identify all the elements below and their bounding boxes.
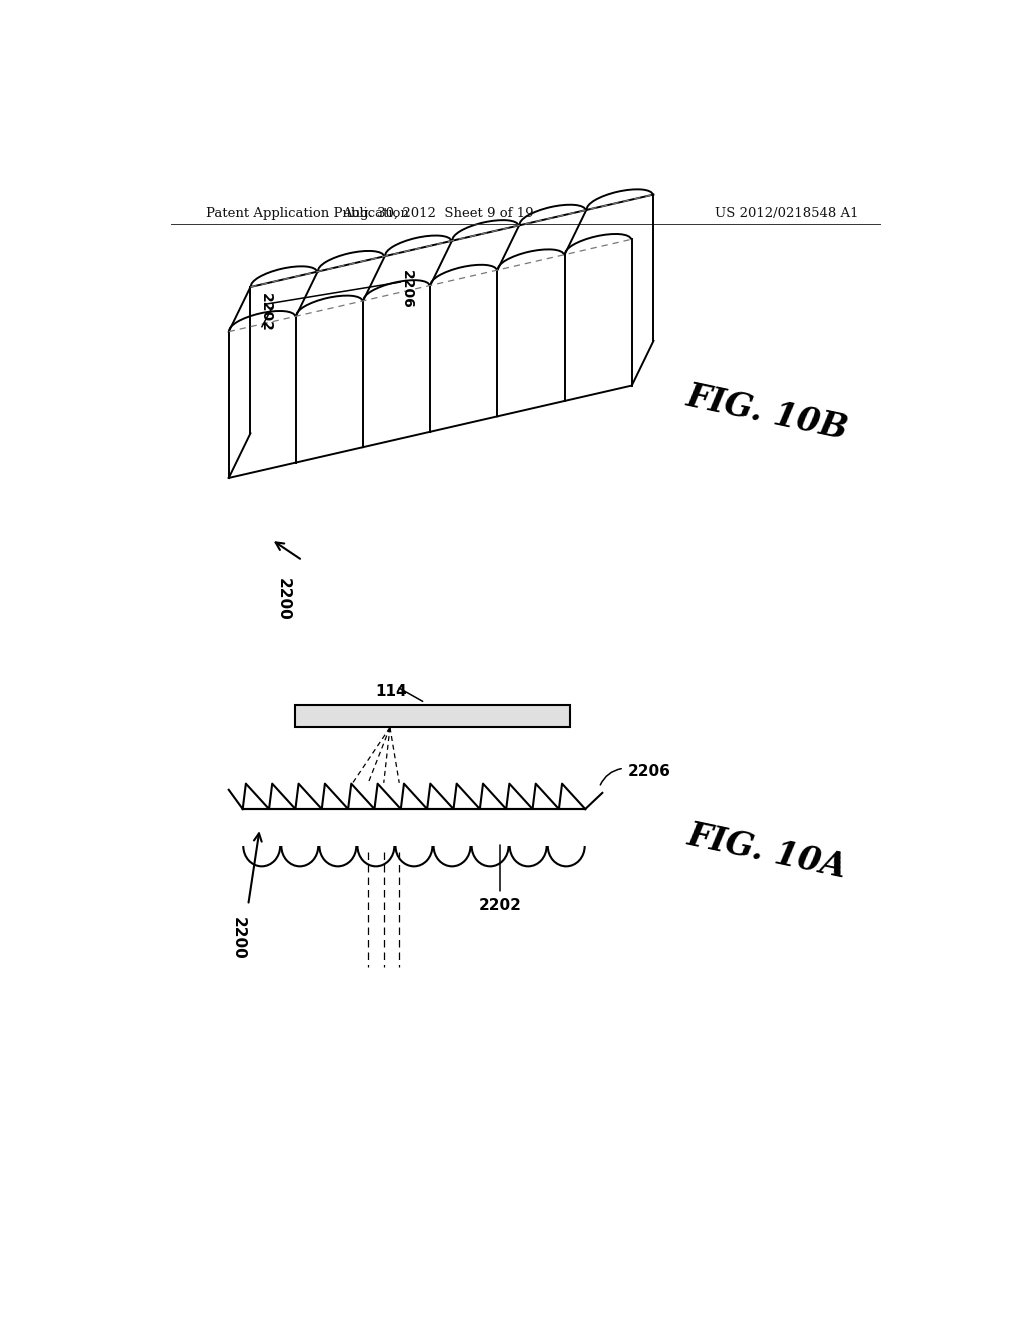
Text: Patent Application Publication: Patent Application Publication: [206, 207, 409, 220]
Text: 2206: 2206: [628, 764, 671, 779]
Text: 2202: 2202: [259, 293, 273, 333]
Text: US 2012/0218548 A1: US 2012/0218548 A1: [715, 207, 858, 220]
Text: 2200: 2200: [275, 578, 291, 620]
Text: FIG. 10B: FIG. 10B: [683, 379, 851, 446]
Text: 2206: 2206: [400, 271, 414, 309]
Text: 114: 114: [376, 684, 408, 698]
Text: 2202: 2202: [478, 898, 521, 912]
Text: Aug. 30, 2012  Sheet 9 of 19: Aug. 30, 2012 Sheet 9 of 19: [342, 207, 534, 220]
Bar: [295, 705, 569, 726]
Text: FIG. 10A: FIG. 10A: [685, 818, 850, 884]
Text: 2200: 2200: [230, 917, 246, 960]
